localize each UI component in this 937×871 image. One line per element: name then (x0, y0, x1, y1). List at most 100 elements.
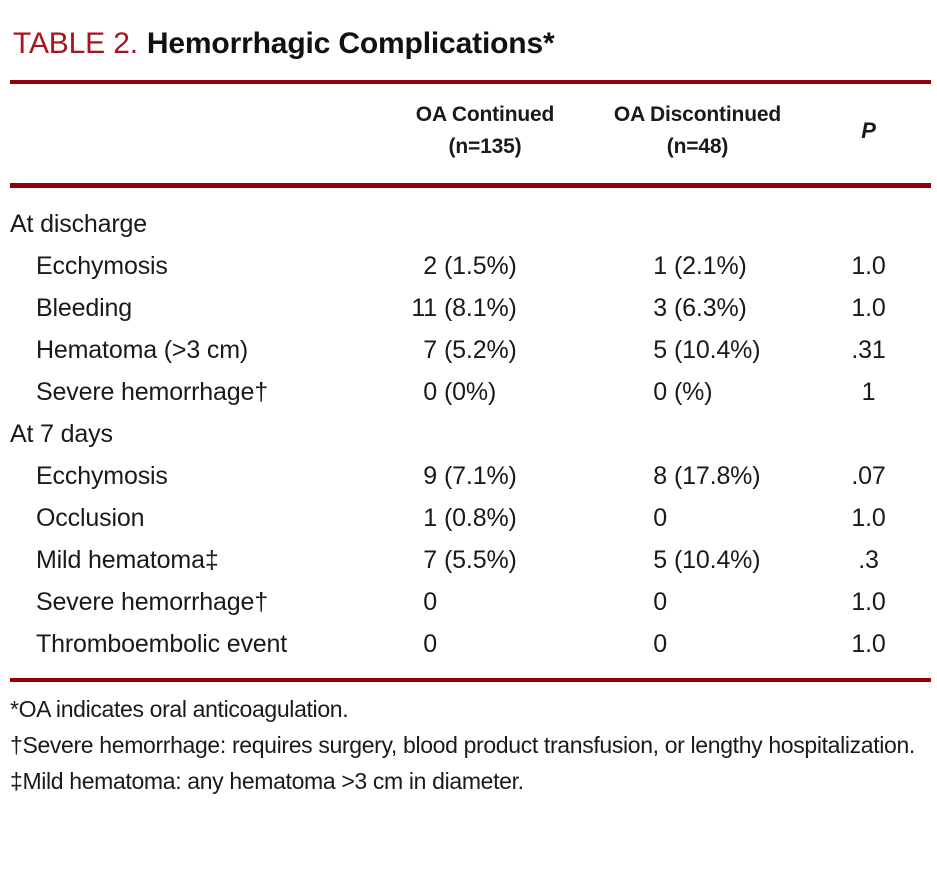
value-percent: (17.8%) (674, 461, 761, 490)
row-label: Ecchymosis (36, 461, 168, 490)
header-oa-continued-line1: OA Continued (415, 103, 555, 126)
table-row: Ecchymosis 9 (7.1%) 8 (17.8%) .07 (0, 455, 937, 497)
cell-oa-continued: 9 (7.1%) (375, 462, 595, 491)
table-number-label: TABLE 2. (13, 27, 138, 60)
cell-p-value: 1 (861, 377, 876, 406)
cell-oa-discontinued: 0 (595, 588, 800, 617)
value-count: 8 (653, 461, 667, 490)
value-count: 3 (653, 293, 667, 322)
header-oa-continued: OA Continued (n=135) (375, 99, 595, 163)
value-count: 7 (423, 335, 437, 364)
cell-oa-discontinued: 3 (6.3%) (595, 294, 800, 323)
header-oa-continued-n: (n=135) (448, 135, 522, 158)
value-count: 0 (423, 629, 437, 658)
cell-oa-continued: 7 (5.5%) (375, 546, 595, 575)
row-group-label: At 7 days (10, 419, 113, 448)
footnote-mild-hematoma: ‡Mild hematoma: any hematoma >3 cm in di… (10, 768, 524, 794)
header-rowlabel-spacer (0, 99, 375, 163)
cell-oa-discontinued: 5 (10.4%) (595, 336, 800, 365)
value-percent: (1.5%) (444, 251, 517, 280)
cell-p-value: 1.0 (851, 293, 886, 322)
row-label: Mild hematoma‡ (36, 545, 219, 574)
table-row: Occlusion 1 (0.8%) 0 1.0 (0, 497, 937, 539)
value-percent: (8.1%) (444, 293, 517, 322)
value-percent: (5.2%) (444, 335, 517, 364)
value-percent (437, 630, 444, 659)
value-percent (667, 630, 674, 659)
cell-p-value: .07 (851, 461, 886, 490)
value-count: 0 (653, 587, 667, 616)
cell-oa-continued: 7 (5.2%) (375, 336, 595, 365)
footnote-severe-hemorrhage: †Severe hemorrhage: requires surgery, bl… (10, 732, 915, 758)
table-title-text: Hemorrhagic Complications* (146, 27, 555, 60)
table-row: At 7 days (0, 413, 937, 455)
value-count: 0 (653, 377, 667, 406)
cell-p-value: 1.0 (851, 587, 886, 616)
cell-oa-discontinued: 0 (%) (595, 378, 800, 407)
table-title: TABLE 2. Hemorrhagic Complications* (13, 27, 555, 61)
table-row: Ecchymosis 2 (1.5%) 1 (2.1%) 1.0 (0, 245, 937, 287)
value-count: 5 (653, 335, 667, 364)
table-row: Mild hematoma‡ 7 (5.5%) 5 (10.4%) .3 (0, 539, 937, 581)
cell-oa-continued: 0 (0%) (375, 378, 595, 407)
header-p-value: P (861, 118, 876, 143)
value-percent (667, 588, 674, 617)
value-count: 9 (423, 461, 437, 490)
value-count: 2 (423, 251, 437, 280)
rule-above-footnotes (10, 678, 931, 682)
value-percent (437, 588, 444, 617)
row-label: Bleeding (36, 293, 133, 322)
value-percent (667, 504, 674, 533)
table-header-row: OA Continued (n=135) OA Discontinued (n=… (0, 99, 937, 163)
rule-under-title (10, 80, 931, 84)
cell-oa-discontinued: 0 (595, 630, 800, 659)
value-percent: (0%) (444, 377, 497, 406)
value-percent: (6.3%) (674, 293, 747, 322)
row-label: Hematoma (>3 cm) (36, 335, 249, 364)
cell-oa-discontinued: 0 (595, 504, 800, 533)
cell-oa-continued: 0 (375, 630, 595, 659)
cell-p-value: .31 (851, 335, 886, 364)
value-percent: (10.4%) (674, 335, 761, 364)
table-row: Severe hemorrhage† 0 0 1.0 (0, 581, 937, 623)
table-body: At discharge Ecchymosis 2 (1.5%) 1 (2.1%) … (0, 203, 937, 665)
row-label: Thromboembolic event (36, 629, 288, 658)
row-label: Ecchymosis (36, 251, 168, 280)
value-percent: (%) (674, 377, 713, 406)
row-label: Severe hemorrhage† (36, 377, 268, 406)
row-label: Severe hemorrhage† (36, 587, 268, 616)
value-count: 1 (653, 251, 667, 280)
value-count: 7 (423, 545, 437, 574)
header-oa-discontinued-line1: OA Discontinued (613, 103, 782, 126)
cell-p-value: .3 (858, 545, 879, 574)
value-percent: (5.5%) (444, 545, 517, 574)
cell-oa-discontinued: 8 (17.8%) (595, 462, 800, 491)
table-row: Thromboembolic event 0 0 1.0 (0, 623, 937, 665)
value-percent: (2.1%) (674, 251, 747, 280)
cell-oa-continued: 2 (1.5%) (375, 252, 595, 281)
rule-under-header (10, 183, 931, 188)
cell-oa-continued: 11 (8.1%) (375, 294, 595, 323)
value-count: 0 (653, 629, 667, 658)
row-group-label: At discharge (10, 209, 148, 238)
value-percent: (10.4%) (674, 545, 761, 574)
cell-p-value: 1.0 (851, 251, 886, 280)
header-oa-discontinued: OA Discontinued (n=48) (595, 99, 800, 163)
value-count: 0 (653, 503, 667, 532)
header-oa-discontinued-n: (n=48) (666, 135, 729, 158)
value-percent: (0.8%) (444, 503, 517, 532)
cell-oa-discontinued: 5 (10.4%) (595, 546, 800, 575)
value-count: 5 (653, 545, 667, 574)
value-percent: (7.1%) (444, 461, 517, 490)
footnote-oa: *OA indicates oral anticoagulation. (10, 696, 349, 722)
table-row: Severe hemorrhage† 0 (0%) 0 (%) 1 (0, 371, 937, 413)
table-row: Hematoma (>3 cm) 7 (5.2%) 5 (10.4%) .31 (0, 329, 937, 371)
cell-oa-continued: 0 (375, 588, 595, 617)
cell-oa-continued: 1 (0.8%) (375, 504, 595, 533)
row-label: Occlusion (36, 503, 145, 532)
table-row: At discharge (0, 203, 937, 245)
value-count: 1 (423, 503, 437, 532)
value-count: 11 (411, 293, 437, 322)
cell-oa-discontinued: 1 (2.1%) (595, 252, 800, 281)
